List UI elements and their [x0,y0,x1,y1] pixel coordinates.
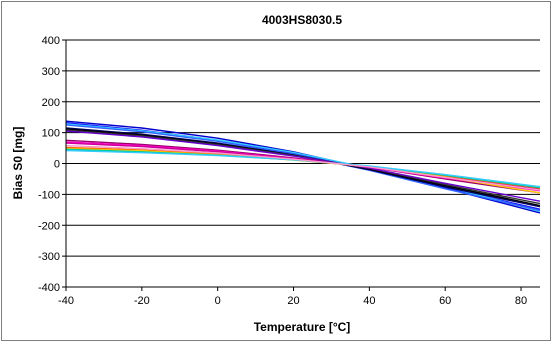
y-axis-title: Bias S0 [mg] [11,127,25,200]
gridlines [66,39,540,288]
x-tick-label: 40 [363,295,375,307]
y-tick-label: -200 [38,220,60,232]
y-tick-label: 400 [42,35,60,47]
y-tick-label: 300 [42,66,60,78]
chart-title: 4003HS8030.5 [262,13,342,27]
y-tick-label: 200 [42,97,60,109]
y-tick-label: 100 [42,128,60,140]
series-line-4 [65,124,541,212]
series-line-8 [65,130,541,202]
x-tick-label: 0 [215,295,221,307]
y-tick-label: -400 [38,282,60,294]
x-tick-label: 60 [439,295,451,307]
y-tick-label: 0 [54,159,60,171]
x-axis-title: Temperature [°C] [254,320,351,334]
x-tick-label: -20 [134,295,150,307]
y-tick-label: -300 [38,251,60,263]
series-line-16 [65,144,541,191]
y-tick-label: -100 [38,189,60,201]
x-tick-label: 80 [515,295,527,307]
x-tick-label: 20 [287,295,299,307]
series-lines [65,120,541,214]
x-tick-label: -40 [58,295,74,307]
